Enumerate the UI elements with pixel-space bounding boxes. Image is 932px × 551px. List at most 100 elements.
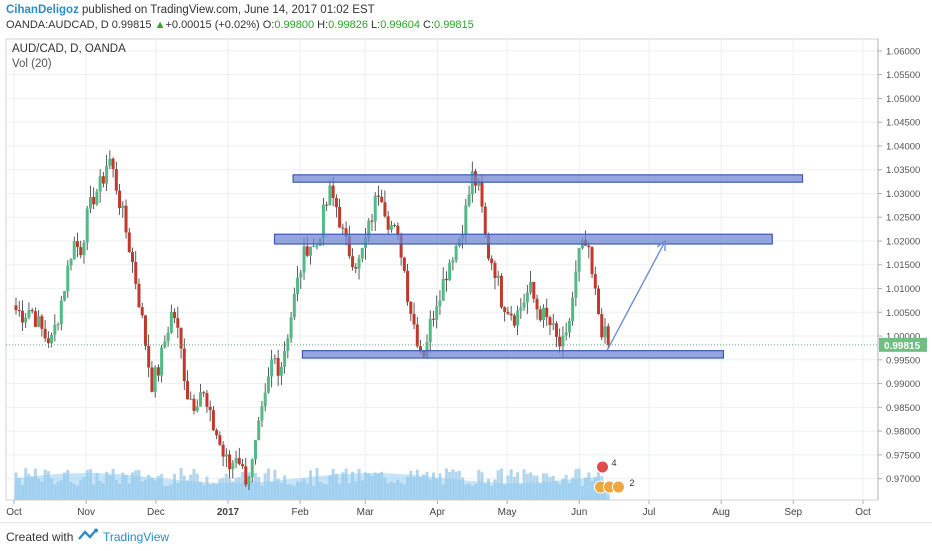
candle-body — [101, 176, 105, 184]
candle-body — [237, 458, 241, 465]
candle-body — [506, 311, 510, 314]
open-value: 0.99800 — [274, 19, 315, 31]
candle-body — [24, 317, 28, 323]
candle-body — [140, 307, 144, 316]
candle-body — [321, 204, 325, 239]
candle-body — [279, 366, 283, 376]
candle-body — [509, 313, 513, 316]
candle-body — [147, 345, 151, 368]
candle-body — [50, 334, 54, 344]
candle-body — [257, 420, 261, 441]
candle-body — [529, 282, 533, 293]
candle-body — [37, 316, 41, 327]
volume-bars — [14, 468, 610, 500]
candle-body — [20, 310, 24, 323]
close-value: 0.99815 — [434, 19, 474, 31]
price-chart[interactable]: 42 1.060001.055001.050001.045001.040001.… — [0, 37, 932, 522]
candle-body — [542, 307, 546, 321]
zones[interactable]: 42 — [273, 174, 804, 494]
volume-indicator-label: Vol (20) — [12, 58, 52, 70]
x-tick-label: Aug — [712, 507, 730, 518]
candle-body — [409, 301, 413, 314]
candle-body — [195, 406, 199, 411]
candle-body — [69, 259, 73, 266]
candle-body — [247, 477, 251, 485]
candle-body — [567, 320, 571, 333]
y-tick-label: 1.00000 — [886, 332, 920, 343]
candle-body — [79, 247, 83, 256]
x-tick-label: 2017 — [217, 507, 240, 518]
candle-body — [490, 258, 494, 264]
candle-body — [208, 406, 212, 411]
volume-ma-area — [14, 473, 609, 500]
x-tick-label: Dec — [147, 507, 165, 518]
candle-body — [182, 348, 186, 382]
candle-body — [260, 406, 264, 421]
candle-body — [231, 463, 235, 470]
candle-body — [114, 169, 118, 191]
candle-body — [263, 392, 267, 407]
candle-body — [305, 246, 309, 256]
y-tick-label: 1.01500 — [886, 260, 920, 271]
author-link[interactable]: CihanDeligoz — [6, 4, 79, 16]
candle-body — [289, 317, 293, 339]
candle-body — [593, 274, 597, 289]
candle-body — [435, 306, 439, 320]
candle-body — [98, 176, 102, 192]
candle-body — [334, 197, 338, 207]
candle-body — [63, 291, 67, 301]
candle-body — [218, 435, 222, 445]
candle-body — [43, 328, 47, 339]
candle-body — [376, 195, 380, 197]
candle-body — [606, 326, 610, 345]
event-count: 2 — [629, 478, 634, 488]
candle-body — [338, 206, 342, 228]
candle-body — [156, 367, 160, 376]
candle-body — [373, 195, 377, 222]
candle-body — [522, 302, 526, 308]
candle-body — [121, 205, 125, 209]
tradingview-link[interactable]: TradingView — [103, 530, 170, 544]
candle-body — [56, 324, 60, 326]
publish-header: CihanDeligoz published on TradingView.co… — [6, 3, 375, 18]
candle-body — [548, 317, 552, 325]
y-tick-label: 1.02500 — [886, 213, 920, 224]
candle-body — [344, 228, 348, 237]
x-tick-label: Oct — [6, 507, 22, 518]
candle-body — [341, 227, 345, 229]
high-label: H: — [317, 19, 329, 31]
last-price-tag — [879, 337, 927, 352]
candle-body — [444, 278, 448, 281]
candle-body — [419, 346, 423, 351]
candle-body — [448, 262, 452, 281]
candle-body — [558, 336, 562, 347]
y-tick-label: 1.05000 — [886, 94, 920, 105]
candle-body — [176, 318, 180, 328]
candle-body — [169, 311, 173, 333]
candle-body — [525, 292, 529, 303]
tradingview-logo-icon[interactable] — [78, 528, 100, 544]
y-tick-label: 1.04000 — [886, 141, 920, 152]
candle-body — [351, 256, 355, 268]
x-tick-label: Sep — [784, 507, 802, 518]
candle-body — [292, 293, 296, 318]
candle-body — [386, 216, 390, 230]
candle-body — [66, 265, 70, 292]
candle-body — [315, 245, 319, 247]
projection-arrow — [606, 240, 666, 351]
candle-body — [428, 318, 432, 343]
event-flag-icon — [595, 460, 609, 474]
candle-body — [111, 158, 115, 170]
candle-body — [241, 464, 245, 467]
candle-body — [354, 267, 358, 269]
candle-body — [153, 367, 157, 392]
y-tick-label: 0.99000 — [886, 379, 920, 390]
candle-body — [33, 311, 37, 327]
candle-body — [380, 196, 384, 203]
y-tick-label: 1.03500 — [886, 165, 920, 176]
candle-body — [554, 323, 558, 337]
candle-body — [189, 398, 193, 400]
candle-body — [202, 392, 206, 394]
candle-body — [186, 381, 190, 400]
